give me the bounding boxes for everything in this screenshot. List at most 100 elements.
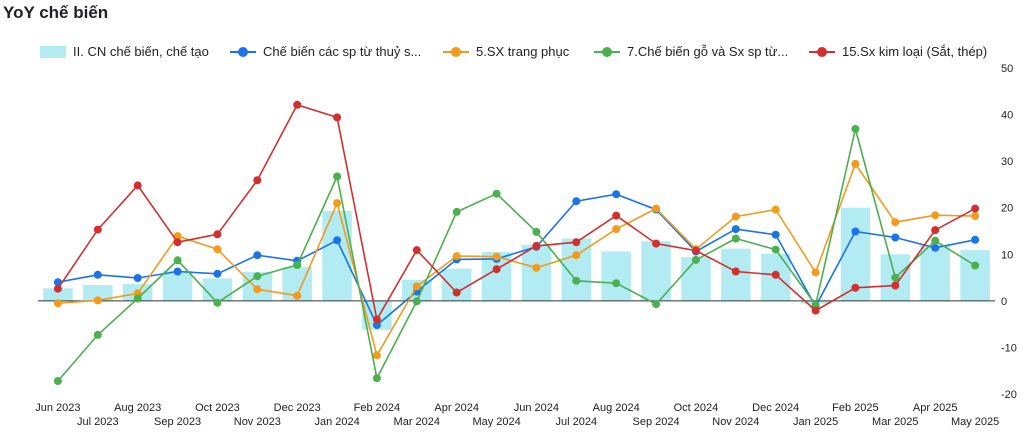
- point-1-0: [53, 278, 62, 287]
- point-1-4: [213, 269, 222, 278]
- point-3-7: [333, 172, 342, 181]
- point-2-6: [293, 291, 302, 300]
- point-2-12: [532, 263, 541, 272]
- point-4-9: [412, 246, 421, 255]
- x-tick-label-23: May 2025: [951, 416, 999, 428]
- point-3-3: [173, 256, 182, 265]
- point-4-19: [811, 306, 820, 315]
- point-4-15: [652, 239, 661, 248]
- point-2-9: [412, 282, 421, 291]
- x-tick-label-7: Jan 2024: [314, 416, 359, 428]
- legend-item-series-3[interactable]: 7.Chế biến gỗ và Sx sp từ...: [594, 44, 788, 59]
- series-line-1: [57, 193, 976, 327]
- point-1-3: [173, 267, 182, 276]
- point-3-18: [771, 245, 780, 254]
- point-4-3: [173, 238, 182, 247]
- point-4-17: [731, 267, 740, 276]
- legend-item-series-2[interactable]: 5.SX trang phục: [443, 44, 569, 59]
- bar-0-23: [960, 250, 990, 301]
- legend-item-series-0[interactable]: II. CN chế biến, chế tạo: [40, 44, 209, 59]
- point-2-5: [253, 285, 262, 294]
- point-4-18: [771, 270, 780, 279]
- x-tick-label-5: Nov 2023: [234, 416, 281, 428]
- point-4-21: [891, 281, 900, 290]
- bar-0-3: [162, 270, 193, 301]
- x-tick-label-3: Sep 2023: [154, 416, 201, 428]
- point-1-7: [333, 236, 342, 245]
- point-4-0: [53, 284, 62, 293]
- point-2-18: [771, 205, 780, 214]
- legend-label: II. CN chế biến, chế tạo: [73, 44, 209, 59]
- point-3-1: [93, 330, 102, 339]
- point-3-22: [931, 236, 940, 245]
- point-2-0: [53, 299, 62, 308]
- x-tick-label-21: Mar 2025: [872, 416, 918, 428]
- point-1-21: [891, 233, 900, 242]
- y-tick-label-1: -10: [1001, 342, 1017, 354]
- point-4-1: [93, 225, 102, 234]
- point-4-12: [532, 241, 541, 250]
- y-tick-label-3: 10: [1001, 249, 1013, 261]
- point-2-14: [612, 225, 621, 234]
- point-2-4: [213, 245, 222, 254]
- legend-label: 15.Sx kim loại (Sắt, thép): [842, 44, 988, 59]
- point-4-2: [133, 181, 142, 190]
- x-tick-label-4: Oct 2023: [195, 402, 240, 414]
- point-1-23: [971, 235, 980, 244]
- point-2-7: [333, 199, 342, 208]
- point-2-10: [452, 252, 461, 261]
- legend-label: 5.SX trang phục: [476, 44, 570, 59]
- point-3-13: [572, 276, 581, 285]
- legend-item-series-1[interactable]: Chế biến các sp từ thuỷ s...: [230, 44, 421, 59]
- x-tick-label-9: Mar 2024: [394, 416, 440, 428]
- x-tick-label-8: Feb 2024: [354, 402, 400, 414]
- point-3-2: [133, 294, 142, 303]
- point-3-5: [253, 272, 262, 281]
- point-1-13: [572, 197, 581, 206]
- point-4-10: [452, 288, 461, 297]
- x-tick-label-10: Apr 2024: [434, 402, 479, 414]
- x-tick-label-6: Dec 2023: [274, 402, 321, 414]
- x-tick-label-11: May 2024: [472, 416, 520, 428]
- y-tick-label-6: 40: [1001, 110, 1013, 122]
- legend-swatch-line: [594, 46, 620, 58]
- x-tick-label-2: Aug 2023: [114, 402, 161, 414]
- point-3-19: [811, 301, 820, 309]
- point-4-22: [931, 226, 940, 235]
- x-tick-label-12: Jun 2024: [514, 402, 559, 414]
- point-3-12: [532, 227, 541, 236]
- point-3-15: [652, 300, 661, 309]
- legend-label: Chế biến các sp từ thuỷ s...: [263, 44, 422, 59]
- point-4-4: [213, 230, 222, 239]
- point-2-11: [492, 252, 501, 261]
- point-2-8: [372, 351, 381, 360]
- bar-0-1: [83, 285, 113, 301]
- bar-0-0: [43, 288, 73, 301]
- x-tick-label-19: Jan 2025: [793, 416, 838, 428]
- point-1-5: [253, 251, 262, 260]
- point-3-0: [53, 377, 62, 385]
- bar-0-15: [641, 241, 671, 301]
- x-tick-label-22: Apr 2025: [913, 402, 958, 414]
- point-1-18: [771, 230, 780, 239]
- point-4-5: [253, 176, 262, 185]
- point-2-15: [652, 204, 661, 213]
- bar-0-12: [521, 245, 552, 301]
- point-3-23: [971, 261, 980, 270]
- y-tick-label-2: 0: [1001, 296, 1007, 308]
- point-2-19: [811, 268, 820, 277]
- point-4-16: [691, 246, 700, 255]
- x-tick-label-17: Nov 2024: [712, 416, 759, 428]
- legend-item-series-4[interactable]: 15.Sx kim loại (Sắt, thép): [809, 44, 987, 59]
- point-4-13: [572, 238, 581, 247]
- point-4-14: [612, 211, 621, 220]
- x-tick-label-18: Dec 2024: [752, 402, 799, 414]
- legend-label: 7.Chế biến gỗ và Sx sp từ...: [627, 44, 789, 59]
- legend-swatch-line: [230, 46, 256, 58]
- point-1-22: [931, 243, 940, 252]
- point-4-6: [293, 100, 302, 109]
- point-2-1: [93, 296, 102, 305]
- point-4-7: [333, 113, 342, 122]
- point-4-11: [492, 265, 501, 274]
